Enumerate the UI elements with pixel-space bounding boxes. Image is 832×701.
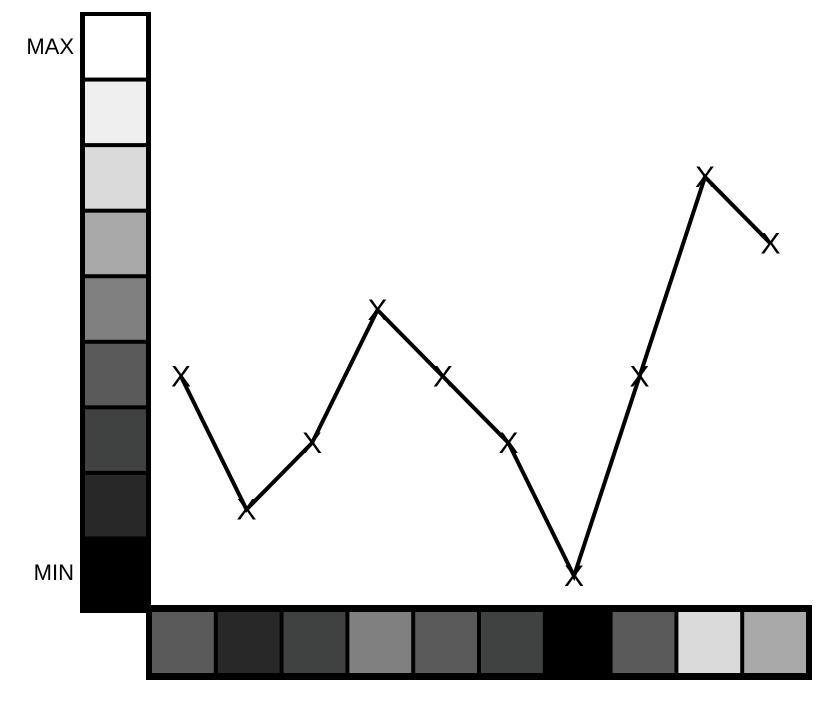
scale-swatch-2 [85,81,146,144]
strip-cell-4 [349,612,412,673]
vertical-color-scale [85,16,146,602]
data-point-3: X [302,427,322,460]
data-point-2: X [236,494,256,527]
strip-cell-5 [415,612,477,673]
data-point-9: X [695,161,715,194]
scale-swatch-9 [85,540,146,602]
scale-swatch-4 [85,212,146,275]
data-point-7: X [564,560,584,593]
scale-min-label: MIN [34,560,74,585]
series-line [179,173,772,582]
strip-cell-9 [678,612,741,673]
data-markers: X X X X X X X X X X [171,161,781,593]
scale-swatch-7 [85,409,146,471]
scale-swatch-3 [85,147,146,209]
scale-swatch-8 [85,474,146,537]
strip-cell-2 [217,612,280,673]
data-point-6: X [498,427,518,460]
strip-cell-7 [546,612,609,673]
strip-cell-10 [744,612,806,673]
data-point-5: X [433,361,453,394]
scale-max-label: MAX [26,34,74,59]
data-point-1: X [171,361,191,394]
strip-cell-1 [152,612,214,673]
horizontal-color-strip [152,612,806,673]
strip-cell-3 [283,612,346,673]
scale-swatch-1 [85,16,146,78]
data-point-8: X [629,361,649,394]
strip-cell-8 [612,612,675,673]
data-point-10: X [760,228,780,261]
data-point-4: X [367,294,387,327]
strip-cell-6 [481,612,543,673]
scale-swatch-6 [85,343,146,406]
scale-swatch-5 [85,278,146,340]
